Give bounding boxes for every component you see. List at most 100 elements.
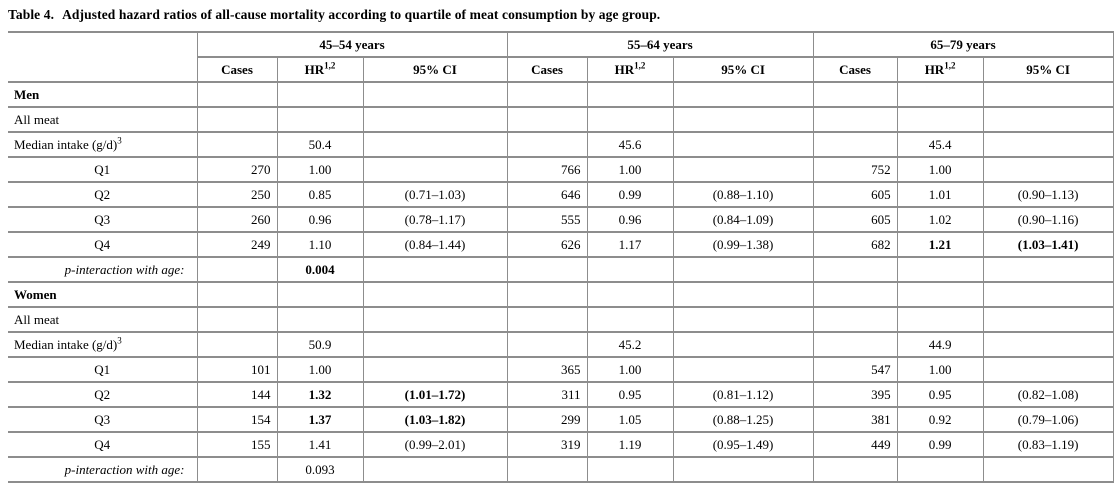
hr-cell: 1.17 (586, 231, 674, 258)
cases-cell: 449 (812, 431, 898, 458)
row-label: Q4 (8, 231, 198, 258)
header-row-age-groups: 45–54 years 55–64 years 65–79 years (8, 31, 1114, 83)
cases-cell (196, 131, 278, 158)
cases-cell: 155 (196, 431, 278, 458)
hr-cell: 1.00 (586, 156, 674, 183)
ci-cell (362, 81, 508, 108)
cases-cell (812, 281, 898, 308)
age-group-header-2: 55–64 years (506, 31, 814, 58)
cases-cell (506, 456, 588, 483)
hr-cell: 44.9 (896, 331, 984, 358)
ci-cell (982, 131, 1114, 158)
hr-cell: 0.004 (276, 256, 364, 283)
table-row: All meat (8, 106, 1114, 133)
hr-cell: 50.4 (276, 131, 364, 158)
hr-cell: 1.00 (276, 356, 364, 383)
hr-cell (896, 306, 984, 333)
row-label: Median intake (g/d)3 (8, 331, 198, 358)
cases-cell (196, 306, 278, 333)
cases-cell (812, 81, 898, 108)
ci-cell: (1.03–1.41) (982, 231, 1114, 258)
cases-cell: 260 (196, 206, 278, 233)
table-row: Q1 101 1.00 365 1.00 547 1.00 (8, 356, 1114, 383)
ci-cell: (0.71–1.03) (362, 181, 508, 208)
hr-cell: 1.41 (276, 431, 364, 458)
ci-cell: (0.83–1.19) (982, 431, 1114, 458)
hr-cell: 1.00 (896, 156, 984, 183)
row-label: Men (8, 81, 198, 108)
hr-cell: 1.00 (586, 356, 674, 383)
cases-cell: 144 (196, 381, 278, 408)
hr-cell: 45.2 (586, 331, 674, 358)
ci-cell (672, 281, 814, 308)
table-row: Women (8, 281, 1114, 308)
hr-cell (586, 106, 674, 133)
hr-cell (586, 256, 674, 283)
age-group-header-3: 65–79 years (812, 31, 1114, 58)
table-number: Table 4. (8, 7, 55, 22)
hr-cell: 1.21 (896, 231, 984, 258)
hr-header: HR1,2 (896, 56, 984, 83)
hr-cell: 0.95 (896, 381, 984, 408)
table-row: All meat (8, 306, 1114, 333)
hr-cell (896, 456, 984, 483)
table-row: Q2 144 1.32 (1.01–1.72) 311 0.95 (0.81–1.12) 39… (8, 381, 1114, 408)
table-body: Men All meat Median intake (g/d)3 50.4 45.6 4… (8, 81, 1114, 483)
ci-cell (672, 131, 814, 158)
hr-cell (586, 281, 674, 308)
ci-cell (982, 356, 1114, 383)
ci-cell (982, 281, 1114, 308)
ci-cell: (0.90–1.16) (982, 206, 1114, 233)
hr-cell: 0.96 (586, 206, 674, 233)
row-label: Q2 (8, 181, 198, 208)
ci-cell: (0.99–2.01) (362, 431, 508, 458)
ci-cell: (0.84–1.44) (362, 231, 508, 258)
ci-cell (672, 456, 814, 483)
ci-cell (362, 131, 508, 158)
cases-cell: 395 (812, 381, 898, 408)
table-row: Median intake (g/d)3 50.9 45.2 44.9 (8, 331, 1114, 358)
ci-cell (362, 306, 508, 333)
ci-cell (982, 256, 1114, 283)
hr-cell (276, 281, 364, 308)
hr-cell: 0.99 (586, 181, 674, 208)
cases-cell (196, 281, 278, 308)
hr-cell (586, 456, 674, 483)
ci-cell (982, 81, 1114, 108)
hr-header-text: HR (614, 61, 635, 77)
hr-cell: 1.19 (586, 431, 674, 458)
cases-cell (812, 331, 898, 358)
cases-cell: 605 (812, 181, 898, 208)
hazard-ratios-table: 45–54 years 55–64 years 65–79 years Case… (8, 31, 1114, 483)
hr-cell: 1.00 (896, 356, 984, 383)
footnote-marker: 3 (117, 135, 122, 146)
hr-cell: 1.00 (276, 156, 364, 183)
cases-cell (506, 131, 588, 158)
cases-cell (506, 106, 588, 133)
ci-cell (362, 456, 508, 483)
ci-cell (982, 156, 1114, 183)
table-caption: Adjusted hazard ratios of all-cause mort… (62, 7, 661, 22)
ci-cell: (0.90–1.13) (982, 181, 1114, 208)
ci-cell (982, 306, 1114, 333)
ci-cell (672, 306, 814, 333)
ci-cell: (0.81–1.12) (672, 381, 814, 408)
ci-cell: (0.78–1.17) (362, 206, 508, 233)
cases-cell: 311 (506, 381, 588, 408)
cases-cell: 752 (812, 156, 898, 183)
table-row: Men (8, 81, 1114, 108)
cases-cell: 766 (506, 156, 588, 183)
cases-cell: 547 (812, 356, 898, 383)
cases-cell (812, 256, 898, 283)
ci-cell (362, 156, 508, 183)
hr-cell: 1.05 (586, 406, 674, 433)
hr-cell: 0.96 (276, 206, 364, 233)
cases-cell: 319 (506, 431, 588, 458)
ci-cell (672, 256, 814, 283)
row-label: Q1 (8, 356, 198, 383)
cases-cell (196, 256, 278, 283)
cases-cell (812, 306, 898, 333)
cases-cell (812, 131, 898, 158)
hr-header-text: HR (924, 61, 945, 77)
ci-cell (672, 81, 814, 108)
